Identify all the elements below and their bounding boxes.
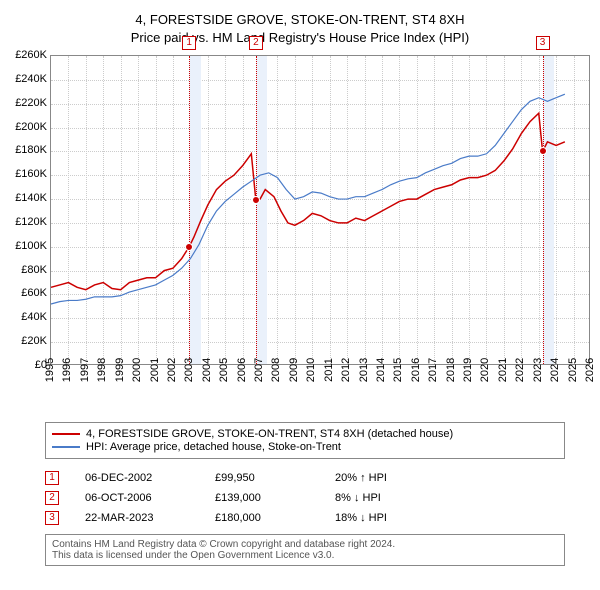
x-tick-label: 2014: [375, 358, 387, 382]
sale-hpi-delta: 8% ↓ HPI: [335, 492, 455, 504]
sale-marker-label: 2: [249, 36, 263, 50]
sales-table-row: 2 06-OCT-2006£139,0008% ↓ HPI: [45, 488, 565, 508]
x-tick-label: 1997: [79, 358, 91, 382]
legend-row: HPI: Average price, detached house, Stok…: [52, 441, 558, 453]
y-tick-label: £80K: [21, 264, 47, 276]
footer-attribution: Contains HM Land Registry data © Crown c…: [45, 534, 565, 566]
sales-table-row: 1 06-DEC-2002£99,95020% ↑ HPI: [45, 468, 565, 488]
legend: 4, FORESTSIDE GROVE, STOKE-ON-TRENT, ST4…: [45, 422, 565, 459]
sale-date: 06-OCT-2006: [85, 492, 215, 504]
legend-swatch: [52, 433, 80, 435]
x-tick-label: 1996: [61, 358, 73, 382]
sale-dot: [252, 196, 260, 204]
chart-title-subtitle: Price paid vs. HM Land Registry's House …: [0, 30, 600, 45]
sale-hpi-delta: 18% ↓ HPI: [335, 512, 455, 524]
x-tick-label: 2004: [201, 358, 213, 382]
sales-table-row: 3 22-MAR-2023£180,00018% ↓ HPI: [45, 508, 565, 528]
y-tick-label: £160K: [15, 168, 47, 180]
x-tick-label: 2007: [253, 358, 265, 382]
x-tick-label: 2003: [183, 358, 195, 382]
plot-area: 123: [50, 55, 590, 365]
x-tick-label: 1995: [44, 358, 56, 382]
legend-label: 4, FORESTSIDE GROVE, STOKE-ON-TRENT, ST4…: [86, 428, 453, 440]
x-tick-label: 2020: [479, 358, 491, 382]
y-tick-label: £20K: [21, 335, 47, 347]
series-svg: [51, 56, 591, 366]
x-tick-label: 2006: [236, 358, 248, 382]
sale-price: £139,000: [215, 492, 335, 504]
x-tick-label: 2001: [149, 358, 161, 382]
legend-row: 4, FORESTSIDE GROVE, STOKE-ON-TRENT, ST4…: [52, 428, 558, 440]
sale-date: 06-DEC-2002: [85, 472, 215, 484]
sale-marker-label: 1: [182, 36, 196, 50]
sale-price: £180,000: [215, 512, 335, 524]
x-tick-label: 2019: [462, 358, 474, 382]
sale-price: £99,950: [215, 472, 335, 484]
sale-index-marker: 2: [45, 491, 59, 505]
chart-container: 123 £0£20K£40K£60K£80K£100K£120K£140K£16…: [0, 50, 600, 410]
x-tick-label: 2002: [166, 358, 178, 382]
y-tick-label: £200K: [15, 121, 47, 133]
x-tick-label: 2021: [497, 358, 509, 382]
y-tick-label: £140K: [15, 192, 47, 204]
sale-date: 22-MAR-2023: [85, 512, 215, 524]
sale-marker-label: 3: [536, 36, 550, 50]
legend-label: HPI: Average price, detached house, Stok…: [86, 441, 341, 453]
sale-hpi-delta: 20% ↑ HPI: [335, 472, 455, 484]
series-line-hpi: [51, 94, 565, 304]
x-tick-label: 2016: [410, 358, 422, 382]
chart-title-address: 4, FORESTSIDE GROVE, STOKE-ON-TRENT, ST4…: [0, 12, 600, 27]
x-tick-label: 2012: [340, 358, 352, 382]
y-tick-label: £120K: [15, 216, 47, 228]
y-tick-label: £40K: [21, 311, 47, 323]
series-line-property: [51, 113, 565, 289]
y-tick-label: £100K: [15, 240, 47, 252]
sale-dot: [539, 147, 547, 155]
y-tick-label: £220K: [15, 97, 47, 109]
x-tick-label: 2000: [131, 358, 143, 382]
y-tick-label: £240K: [15, 73, 47, 85]
y-tick-label: £260K: [15, 49, 47, 61]
x-tick-label: 2015: [392, 358, 404, 382]
x-tick-label: 2026: [584, 358, 596, 382]
x-tick-label: 2017: [427, 358, 439, 382]
x-tick-label: 2013: [358, 358, 370, 382]
footer-line2: This data is licensed under the Open Gov…: [52, 550, 558, 561]
sale-dot: [185, 243, 193, 251]
x-tick-label: 1999: [114, 358, 126, 382]
x-tick-label: 2005: [218, 358, 230, 382]
sales-table: 1 06-DEC-2002£99,95020% ↑ HPI 2 06-OCT-2006…: [45, 468, 565, 528]
x-tick-label: 1998: [96, 358, 108, 382]
y-tick-label: £60K: [21, 287, 47, 299]
sale-index-marker: 1: [45, 471, 59, 485]
x-tick-label: 2008: [270, 358, 282, 382]
y-tick-label: £180K: [15, 144, 47, 156]
x-tick-label: 2009: [288, 358, 300, 382]
x-tick-label: 2025: [567, 358, 579, 382]
footer-line1: Contains HM Land Registry data © Crown c…: [52, 539, 558, 550]
x-tick-label: 2011: [323, 358, 335, 382]
x-tick-label: 2024: [549, 358, 561, 382]
x-tick-label: 2010: [305, 358, 317, 382]
x-tick-label: 2018: [445, 358, 457, 382]
x-tick-label: 2023: [532, 358, 544, 382]
x-tick-label: 2022: [514, 358, 526, 382]
sale-index-marker: 3: [45, 511, 59, 525]
legend-swatch: [52, 446, 80, 448]
